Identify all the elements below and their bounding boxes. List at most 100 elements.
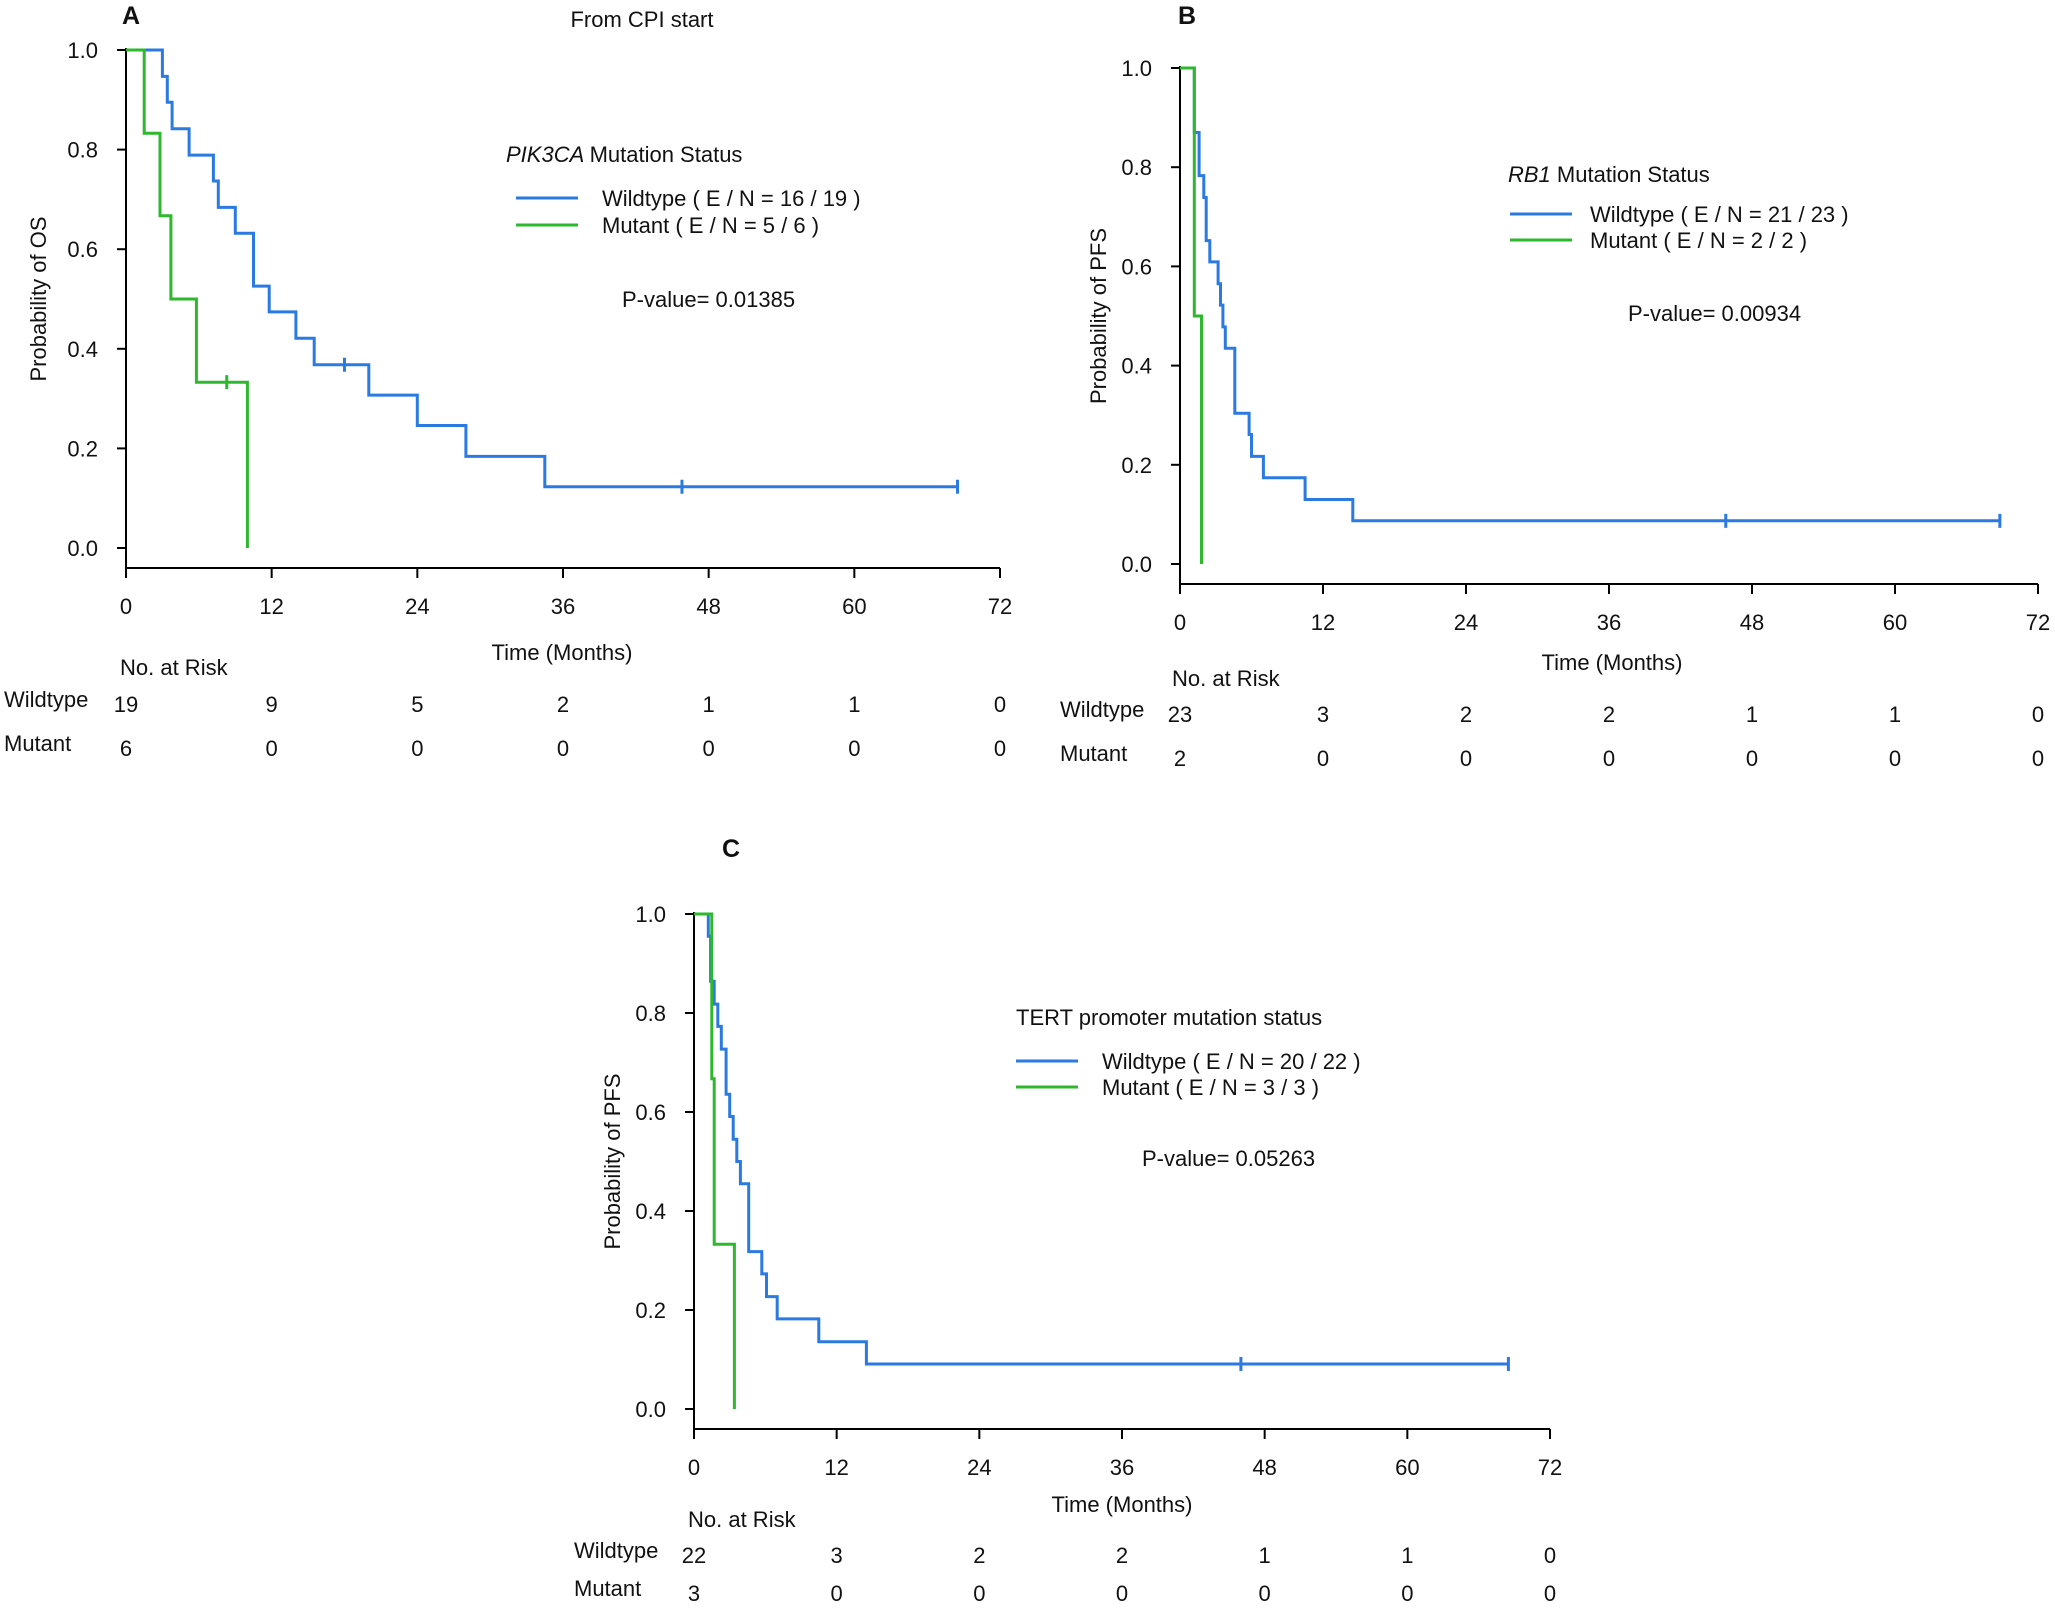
legend-title-text: TERT promoter mutation status (1016, 1005, 1322, 1030)
y-tick-label: 0.4 (67, 337, 98, 362)
risk-value: 2 (1174, 746, 1186, 771)
risk-value: 0 (557, 736, 569, 761)
risk-value: 0 (703, 736, 715, 761)
risk-value: 1 (703, 692, 715, 717)
x-axis-title: Time (Months) (1052, 1492, 1193, 1517)
x-tick-label: 60 (842, 594, 866, 619)
p-value: P-value= 0.00934 (1628, 301, 1801, 326)
panel-letter: B (1178, 2, 1196, 30)
risk-value: 3 (1317, 702, 1329, 727)
x-tick-label: 48 (1252, 1455, 1276, 1480)
risk-value: 1 (1401, 1543, 1413, 1568)
legend-title-text: Mutation Status (590, 142, 743, 167)
risk-value: 0 (1746, 746, 1758, 771)
x-tick-label: 60 (1395, 1455, 1419, 1480)
x-tick-label: 36 (551, 594, 575, 619)
risk-value: 0 (1603, 746, 1615, 771)
legend-title-text: Mutation Status (1557, 162, 1710, 187)
risk-value: 0 (1544, 1543, 1556, 1568)
risk-value: 0 (1460, 746, 1472, 771)
y-tick-label: 1.0 (635, 902, 666, 927)
risk-value: 6 (120, 736, 132, 761)
x-tick-label: 36 (1597, 610, 1621, 635)
x-tick-label: 72 (2026, 610, 2050, 635)
risk-value: 0 (1401, 1581, 1413, 1606)
x-axis-title: Time (Months) (492, 640, 633, 665)
risk-value: 19 (114, 692, 138, 717)
x-tick-label: 24 (1454, 610, 1478, 635)
y-tick-label: 0.6 (635, 1100, 666, 1125)
risk-table-header: No. at Risk (120, 655, 229, 680)
x-tick-label: 12 (1311, 610, 1335, 635)
risk-value: 22 (682, 1543, 706, 1568)
risk-table-header: No. at Risk (688, 1507, 797, 1532)
x-tick-label: 36 (1110, 1455, 1134, 1480)
chart-title: From CPI start (570, 7, 713, 32)
legend-entry-wildtype: Wildtype ( E / N = 20 / 22 ) (1102, 1049, 1361, 1074)
x-tick-label: 12 (259, 594, 283, 619)
y-tick-label: 0.4 (635, 1199, 666, 1224)
risk-value: 0 (1889, 746, 1901, 771)
risk-value: 2 (1460, 702, 1472, 727)
legend-title-gene: PIK3CA (506, 142, 590, 167)
risk-value: 3 (831, 1543, 843, 1568)
risk-value: 1 (848, 692, 860, 717)
series-line-wildtype (1180, 66, 2000, 523)
p-value: P-value= 0.05263 (1142, 1146, 1315, 1171)
y-axis-title: Probability of PFS (1086, 228, 1111, 404)
risk-row-label: Wildtype (4, 687, 88, 712)
legend-entry-wildtype: Wildtype ( E / N = 21 / 23 ) (1590, 202, 1849, 227)
y-tick-label: 0.2 (67, 436, 98, 461)
legend-entry-wildtype: Wildtype ( E / N = 16 / 19 ) (602, 186, 861, 211)
risk-value: 0 (2032, 702, 2044, 727)
x-tick-label: 48 (1740, 610, 1764, 635)
y-axis-title: Probability of PFS (600, 1073, 625, 1249)
y-tick-label: 1.0 (67, 38, 98, 63)
y-tick-label: 0.0 (67, 536, 98, 561)
risk-row-label: Wildtype (1060, 697, 1144, 722)
series-line-wildtype (694, 912, 1509, 1366)
y-tick-label: 0.8 (67, 138, 98, 163)
y-tick-label: 0.8 (1121, 155, 1152, 180)
risk-row-label: Mutant (574, 1576, 641, 1601)
y-tick-label: 0.2 (635, 1298, 666, 1323)
risk-value: 3 (688, 1581, 700, 1606)
risk-value: 0 (411, 736, 423, 761)
risk-value: 0 (2032, 746, 2044, 771)
x-tick-label: 24 (967, 1455, 991, 1480)
y-tick-label: 0.0 (635, 1397, 666, 1422)
risk-value: 0 (1317, 746, 1329, 771)
risk-value: 5 (411, 692, 423, 717)
risk-value: 0 (994, 692, 1006, 717)
risk-value: 0 (831, 1581, 843, 1606)
risk-value: 0 (1116, 1581, 1128, 1606)
p-value: P-value= 0.01385 (622, 287, 795, 312)
x-tick-label: 72 (1538, 1455, 1562, 1480)
y-axis-title: Probability of OS (26, 216, 51, 381)
risk-value: 1 (1746, 702, 1758, 727)
x-tick-label: 0 (120, 594, 132, 619)
legend-entry-mutant: Mutant ( E / N = 2 / 2 ) (1590, 228, 1807, 253)
risk-value: 0 (1544, 1581, 1556, 1606)
risk-value: 2 (973, 1543, 985, 1568)
risk-value: 0 (973, 1581, 985, 1606)
series-line-mutant (694, 912, 736, 1409)
y-tick-label: 0.2 (1121, 453, 1152, 478)
risk-value: 23 (1168, 702, 1192, 727)
risk-value: 0 (994, 736, 1006, 761)
risk-value: 1 (1259, 1543, 1271, 1568)
risk-value: 1 (1889, 702, 1901, 727)
y-tick-label: 0.6 (67, 237, 98, 262)
x-tick-label: 24 (405, 594, 429, 619)
x-tick-label: 72 (988, 594, 1012, 619)
risk-value: 2 (1116, 1543, 1128, 1568)
risk-row-label: Mutant (1060, 741, 1127, 766)
x-tick-label: 48 (696, 594, 720, 619)
series-line-mutant (126, 48, 249, 548)
panel-letter: C (722, 835, 740, 863)
x-tick-label: 60 (1883, 610, 1907, 635)
y-tick-label: 0.0 (1121, 552, 1152, 577)
